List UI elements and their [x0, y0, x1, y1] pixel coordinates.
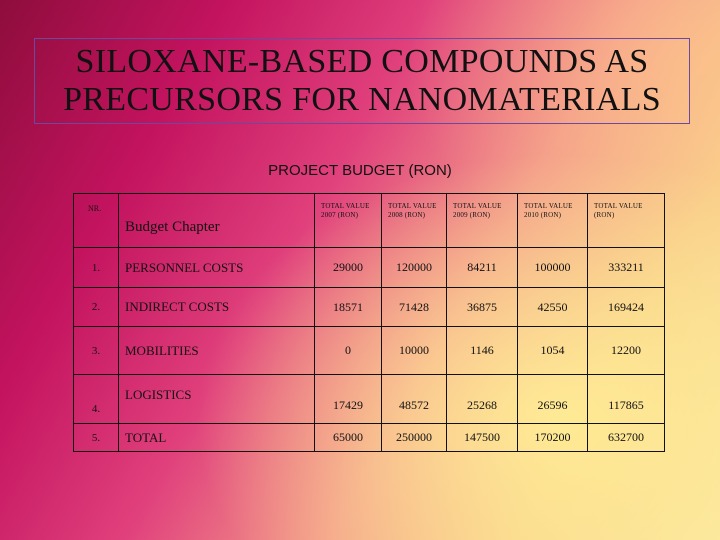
chapter-header: Budget Chapter: [118, 193, 315, 248]
cell-2010: 1054: [517, 326, 588, 375]
cell-total: 12200: [587, 326, 665, 375]
cell-2010: 26596: [517, 374, 588, 424]
cell-2010: 100000: [517, 247, 588, 288]
cell-2009: 36875: [446, 287, 518, 327]
row-number: 1.: [73, 247, 119, 288]
table-row: 5. TOTAL 65000 250000 147500 170200 6327…: [73, 423, 665, 452]
page-subtitle: PROJECT BUDGET (RON): [268, 162, 452, 179]
cell-total: 117865: [587, 374, 665, 424]
budget-table: NR. Budget Chapter TOTAL VALUE 2007 (RON…: [73, 193, 665, 452]
cell-2010: 170200: [517, 423, 588, 452]
cell-2009: 25268: [446, 374, 518, 424]
row-label: LOGISTICS: [118, 374, 315, 424]
cell-total: 333211: [587, 247, 665, 288]
cell-total: 169424: [587, 287, 665, 327]
cell-2007: 0: [314, 326, 382, 375]
row-number: 2.: [73, 287, 119, 327]
table-row: 2. INDIRECT COSTS 18571 71428 36875 4255…: [73, 287, 665, 327]
cell-2008: 120000: [381, 247, 447, 288]
cell-2010: 42550: [517, 287, 588, 327]
cell-2009: 147500: [446, 423, 518, 452]
row-number: 3.: [73, 326, 119, 375]
nr-header: NR.: [73, 193, 119, 248]
cell-2007: 17429: [314, 374, 382, 424]
row-number: 5.: [73, 423, 119, 452]
column-header-2008: TOTAL VALUE 2008 (RON): [381, 193, 447, 248]
cell-2008: 48572: [381, 374, 447, 424]
page-title: SILOXANE-BASED COMPOUNDS AS PRECURSORS F…: [63, 43, 661, 118]
column-header-2010: TOTAL VALUE 2010 (RON): [517, 193, 588, 248]
column-header-2009: TOTAL VALUE 2009 (RON): [446, 193, 518, 248]
cell-2007: 65000: [314, 423, 382, 452]
row-label: PERSONNEL COSTS: [118, 247, 315, 288]
row-label: TOTAL: [118, 423, 315, 452]
column-header-total: TOTAL VALUE (RON): [587, 193, 665, 248]
cell-2008: 71428: [381, 287, 447, 327]
cell-2007: 18571: [314, 287, 382, 327]
table-row: 1. PERSONNEL COSTS 29000 120000 84211 10…: [73, 247, 665, 288]
cell-2009: 84211: [446, 247, 518, 288]
column-header-2007: TOTAL VALUE 2007 (RON): [314, 193, 382, 248]
cell-2008: 10000: [381, 326, 447, 375]
title-box: SILOXANE-BASED COMPOUNDS AS PRECURSORS F…: [34, 38, 690, 124]
cell-2007: 29000: [314, 247, 382, 288]
table-header-row: NR. Budget Chapter TOTAL VALUE 2007 (RON…: [73, 193, 665, 248]
row-label: MOBILITIES: [118, 326, 315, 375]
cell-2008: 250000: [381, 423, 447, 452]
row-number: 4.: [73, 374, 119, 424]
row-label: INDIRECT COSTS: [118, 287, 315, 327]
table-row: 4. LOGISTICS 17429 48572 25268 26596 117…: [73, 374, 665, 424]
table-row: 3. MOBILITIES 0 10000 1146 1054 12200: [73, 326, 665, 375]
cell-2009: 1146: [446, 326, 518, 375]
cell-total: 632700: [587, 423, 665, 452]
